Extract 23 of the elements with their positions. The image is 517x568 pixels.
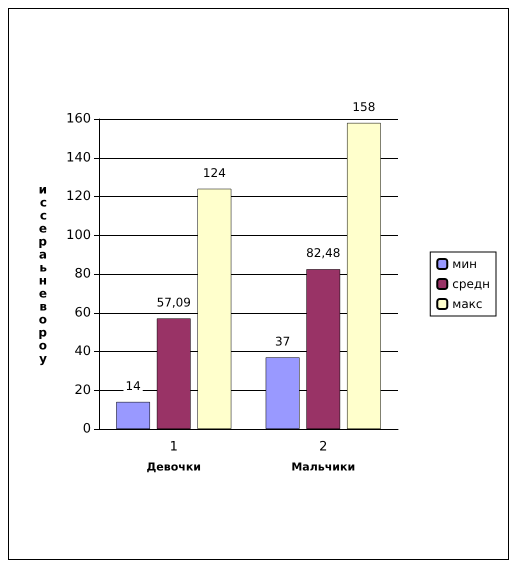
data-label: 158 <box>352 100 376 114</box>
legend-label: макс <box>452 297 483 311</box>
y-tick-label: 80 <box>74 266 91 282</box>
y-tick-label: 160 <box>66 112 91 126</box>
y-tick-label: 0 <box>82 422 91 436</box>
y-tick-label: 20 <box>74 382 91 398</box>
y-tick-label: 100 <box>66 228 91 243</box>
x-tick-label: 1 <box>170 440 178 454</box>
legend-label: средн <box>452 277 490 291</box>
y-tick-label: 60 <box>74 305 91 320</box>
text: Мальчики <box>291 460 356 474</box>
text: иссераьневороу <box>38 182 47 366</box>
y-tick-label: 40 <box>74 344 91 359</box>
data-label: 82,48 <box>306 246 340 260</box>
text: Девочки <box>146 460 202 474</box>
data-label: 37 <box>274 334 290 348</box>
data-label: 14 <box>125 378 141 393</box>
y-tick-label: 140 <box>66 150 91 166</box>
legend-label: мин <box>452 257 477 271</box>
data-label: 57,09 <box>156 295 191 310</box>
x-tick-label: 2 <box>319 440 328 454</box>
y-tick-label: 120 <box>66 189 91 204</box>
data-label: 124 <box>202 166 226 180</box>
